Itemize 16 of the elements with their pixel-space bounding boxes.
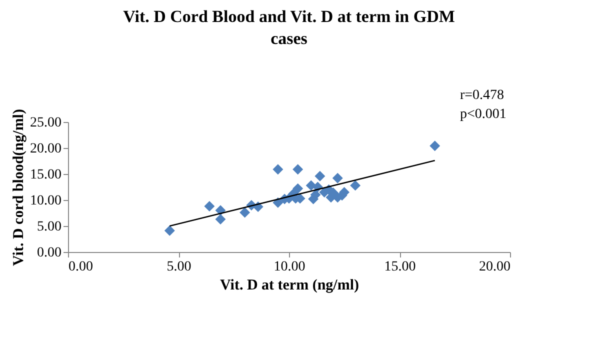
x-tick-label: 10.00	[274, 260, 306, 274]
y-tick-label: 20.00	[30, 142, 62, 156]
y-tick-label: 10.00	[30, 194, 62, 208]
y-tick-label: 25.00	[30, 116, 62, 130]
chart-title: Vit. D Cord Blood and Vit. D at term in GDM cases	[123, 7, 455, 48]
y-tick-label: 15.00	[30, 168, 62, 182]
y-tick-label: 5.00	[37, 220, 62, 234]
text: p<0.001	[460, 107, 506, 122]
y-tick-label: 0.00	[37, 246, 62, 260]
x-tick-label: 5.00	[166, 260, 192, 274]
x-tick-label: 20.00	[479, 260, 510, 274]
x-axis-title: Vit. D at term (ng/ml)	[220, 278, 359, 294]
y-axis-title: Vit. D cord blood(ng/ml)	[11, 109, 27, 266]
x-tick-label: 0.00	[68, 260, 93, 274]
x-tick-label: 15.00	[384, 260, 416, 274]
text: r=0.478	[460, 88, 504, 103]
